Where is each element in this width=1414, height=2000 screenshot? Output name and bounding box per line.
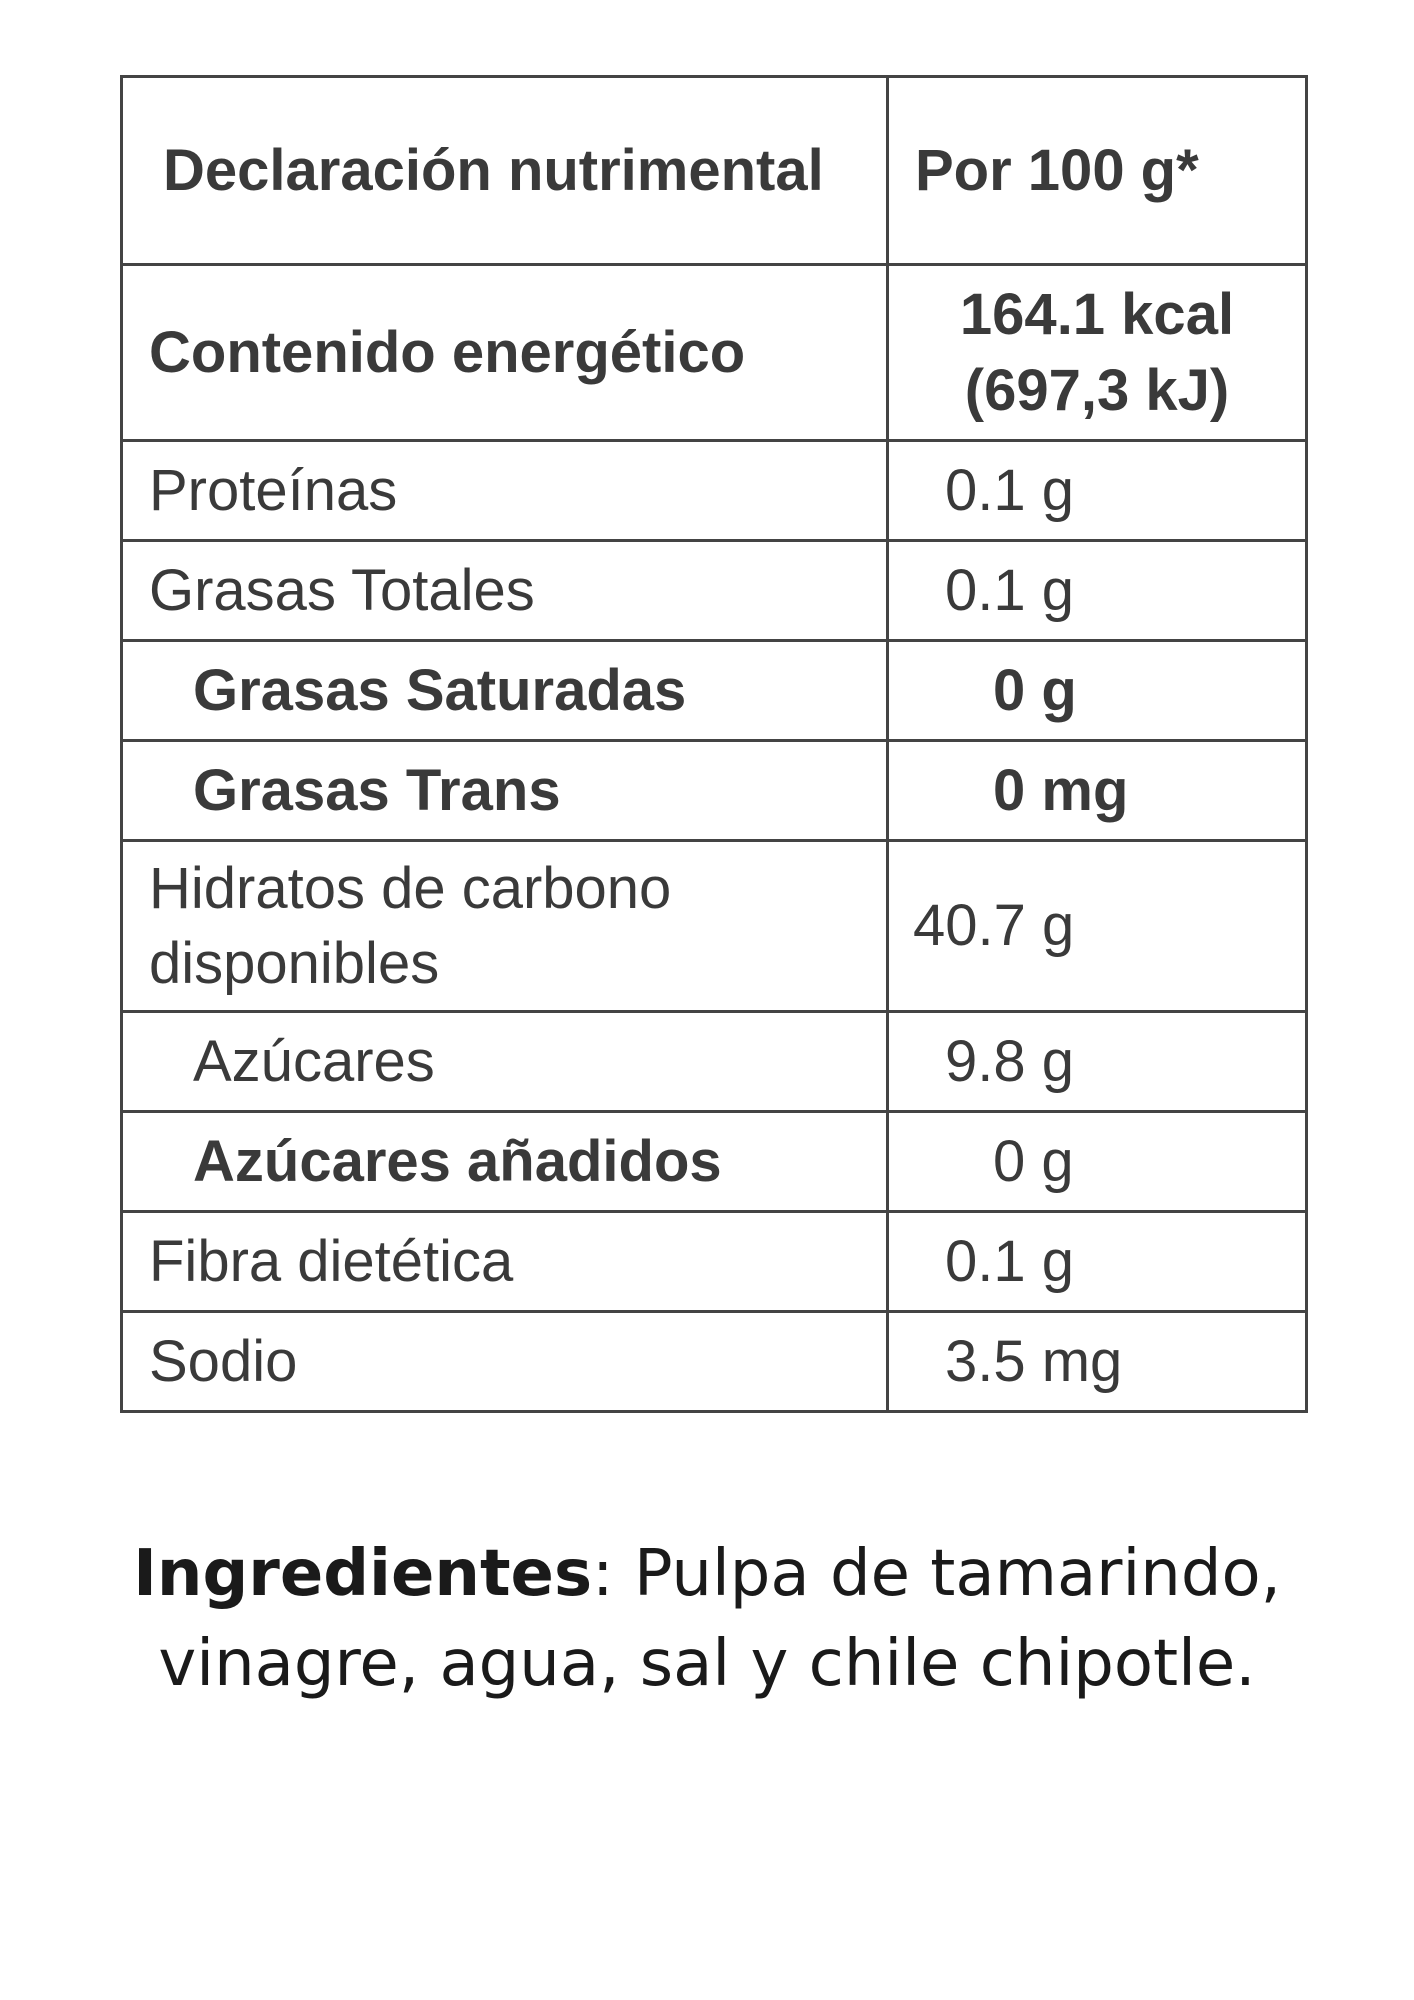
row-label: Grasas Trans <box>120 739 889 842</box>
header-value: Por 100 g* <box>886 75 1308 266</box>
row-value: 0.1 g <box>886 439 1308 542</box>
row-value: 0 g <box>886 639 1308 742</box>
row-label: Grasas Saturadas <box>120 639 889 742</box>
energy-kcal: 164.1 kcal <box>959 282 1235 348</box>
row-label: Hidratos de carbono disponibles <box>120 839 889 1013</box>
row-label: Fibra dietética <box>120 1210 889 1313</box>
energy-kj: (697,3 kJ) <box>964 357 1230 423</box>
table-row: Grasas Totales 0.1 g <box>120 539 1308 642</box>
table-row: Grasas Trans 0 mg <box>120 739 1308 842</box>
row-label: Azúcares añadidos <box>120 1110 889 1213</box>
row-value: 0.1 g <box>886 539 1308 642</box>
table-header-row: Declaración nutrimental Por 100 g* <box>120 75 1308 266</box>
row-label-line1: Hidratos de carbono <box>149 855 672 921</box>
table-row: Azúcares 9.8 g <box>120 1010 1308 1113</box>
nutrition-table: Declaración nutrimental Por 100 g* Conte… <box>120 75 1308 1413</box>
row-value: 0.1 g <box>886 1210 1308 1313</box>
row-value: 0 mg <box>886 739 1308 842</box>
energy-row: Contenido energético 164.1 kcal (697,3 k… <box>120 263 1308 442</box>
row-label-line2: disponibles <box>149 931 440 996</box>
table-row: Fibra dietética 0.1 g <box>120 1210 1308 1313</box>
row-value: 3.5 mg <box>886 1310 1308 1413</box>
row-label: Proteínas <box>120 439 889 542</box>
row-label: Azúcares <box>120 1010 889 1113</box>
ingredients-separator: : <box>592 1537 614 1611</box>
energy-value: 164.1 kcal (697,3 kJ) <box>886 263 1308 442</box>
row-label: Grasas Totales <box>120 539 889 642</box>
row-label: Sodio <box>120 1310 889 1413</box>
row-value: 40.7 g <box>886 839 1308 1013</box>
ingredients-list: Pulpa de tamarindo, vinagre, agua, sal y… <box>158 1537 1281 1701</box>
ingredients-text: Ingredientes: Pulpa de tamarindo, vinagr… <box>80 1530 1334 1709</box>
row-value: 9.8 g <box>886 1010 1308 1113</box>
table-row: Proteínas 0.1 g <box>120 439 1308 542</box>
header-label: Declaración nutrimental <box>120 75 889 266</box>
energy-label: Contenido energético <box>120 263 889 442</box>
table-row: Hidratos de carbono disponibles 40.7 g <box>120 839 1308 1013</box>
table-row: Grasas Saturadas 0 g <box>120 639 1308 742</box>
ingredients-label: Ingredientes <box>133 1537 593 1611</box>
table-row: Sodio 3.5 mg <box>120 1310 1308 1413</box>
row-value: 0 g <box>886 1110 1308 1213</box>
table-row: Azúcares añadidos 0 g <box>120 1110 1308 1213</box>
